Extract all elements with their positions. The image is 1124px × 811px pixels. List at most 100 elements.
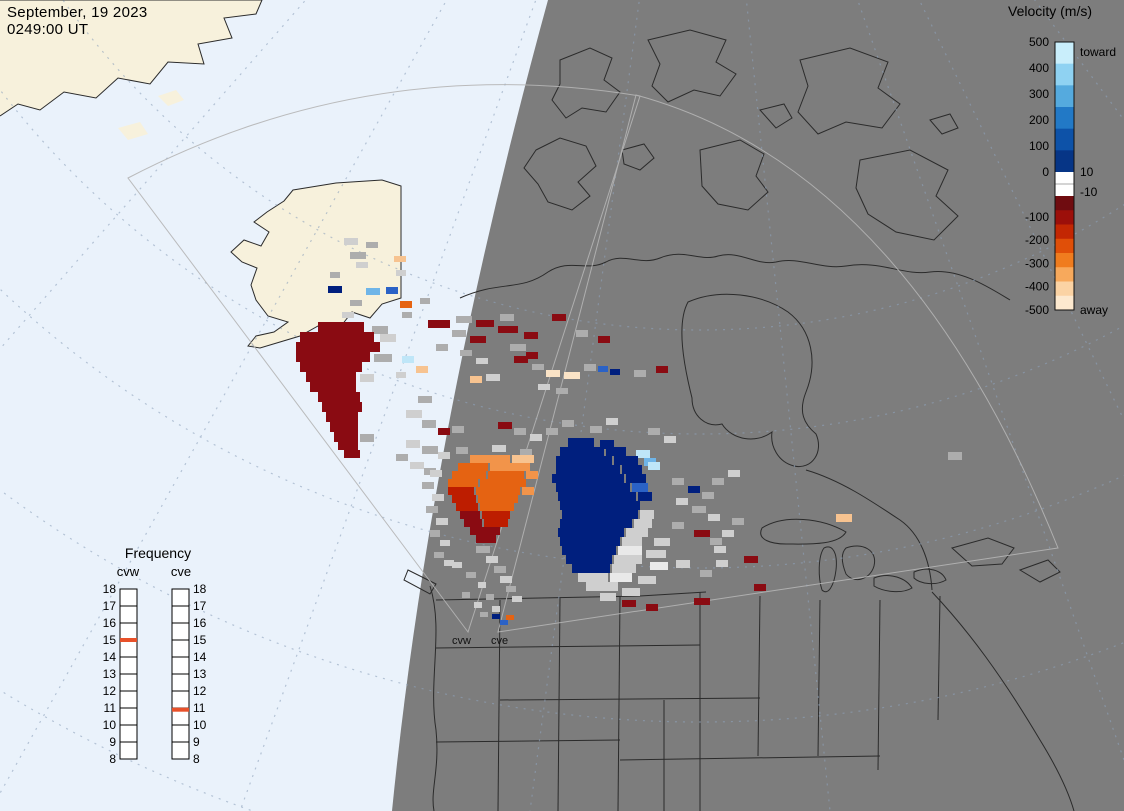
radar-cell: [530, 434, 542, 441]
radar-cell: [700, 570, 712, 577]
frequency-ladder-seg: [119, 673, 138, 692]
radar-cell: [498, 326, 518, 333]
frequency-tick-label: 9: [193, 735, 200, 749]
radar-cell: [648, 428, 660, 435]
radar-cell: [584, 364, 596, 371]
frequency-tick-label: 13: [193, 667, 207, 681]
quebec-coast: [805, 469, 933, 591]
radar-cell: [716, 560, 728, 567]
radar-cell: [654, 538, 670, 546]
radar-cell: [564, 372, 580, 379]
radar-cell: [636, 450, 650, 458]
velocity-toward-label: toward: [1080, 45, 1116, 59]
radar-cell: [754, 584, 766, 591]
radar-cell: [486, 594, 494, 600]
velocity-tick-label: -300: [1025, 256, 1049, 270]
state-border-v3: [617, 596, 621, 811]
state-border-v6: [757, 595, 761, 757]
radar-cell: [562, 510, 638, 519]
siberia-outline: [0, 0, 263, 117]
radar-cell: [476, 358, 488, 364]
frequency-ladders: 18 17 16 15 14 13 12 11 10 9 8 18 17 16 15 14 13 12 11 10 9 8: [103, 582, 207, 766]
radar-cell: [452, 495, 476, 503]
radar-cell: [546, 370, 560, 377]
radar-cell: [676, 498, 688, 505]
radar-cell: [486, 374, 500, 381]
velocity-bar-away-seg: [1055, 224, 1074, 240]
radar-cell: [552, 314, 566, 321]
velocity-ticks-left: 500 400 300 200 100 0 -100 -200 -300 -400 -500: [1025, 35, 1049, 317]
radar-cell: [598, 336, 610, 343]
mainland-arctic-coast: [459, 253, 1011, 301]
radar-cell: [634, 519, 652, 528]
radar-cell: [514, 428, 526, 435]
lake-michigan: [818, 546, 837, 593]
radar-cell: [406, 440, 420, 448]
radar-cell: [744, 556, 758, 563]
state-border-v8: [877, 599, 881, 771]
night-terminator-region: [392, 0, 1124, 811]
radar-cell: [494, 566, 506, 573]
radar-cell: [428, 320, 450, 328]
radar-cell: [480, 503, 514, 511]
radar-cell: [318, 322, 364, 332]
velocity-legend-title: Velocity (m/s): [1008, 3, 1092, 19]
radar-cell: [708, 514, 720, 521]
radar-cell: [486, 556, 498, 563]
radar-cell: [606, 418, 618, 425]
radar-cell: [622, 600, 636, 607]
radar-cell: [300, 362, 362, 372]
frequency-ladder-seg: [119, 707, 138, 726]
radar-cell: [322, 402, 362, 412]
meridian-8: [1033, 0, 1124, 121]
radar-cell: [626, 528, 648, 537]
radar-cell: [646, 550, 666, 558]
radar-cell: [366, 242, 378, 248]
radar-fov-fans: [127, 84, 1059, 634]
radar-cell: [546, 428, 558, 435]
arctic-island-melville: [647, 29, 737, 103]
velocity-tick-label: 300: [1029, 87, 1049, 101]
date-label: September, 19 2023: [7, 4, 148, 21]
cvw-fov-fan: [127, 84, 641, 634]
frequency-ladder-seg: [119, 741, 138, 760]
velocity-bar-away-seg: [1055, 267, 1074, 282]
frequency-marker-cvw: [120, 638, 137, 642]
baffin-island: [855, 149, 959, 241]
radar-cell: [522, 487, 534, 495]
radar-cell: [562, 420, 574, 427]
frequency-column-label-cve: cve: [171, 564, 191, 579]
radar-cell: [560, 537, 620, 546]
radar-cell: [456, 316, 472, 323]
radar-cell: [438, 428, 450, 435]
radar-cell: [526, 352, 538, 359]
frequency-ladder-seg: [119, 724, 138, 743]
frequency-ladder-seg: [171, 588, 190, 607]
frequency-ladder-seg: [119, 690, 138, 709]
state-border-h4: [619, 755, 881, 761]
velocity-tick-label: -200: [1025, 233, 1049, 247]
frequency-tick-label: 11: [193, 701, 206, 715]
radar-cell: [350, 252, 366, 259]
radar-cell: [470, 376, 482, 383]
radar-cell: [448, 479, 478, 487]
radar-cell: [618, 546, 642, 555]
radar-cell: [400, 301, 412, 308]
frequency-tick-label: 10: [103, 718, 117, 732]
frequency-tick-label: 18: [103, 582, 117, 596]
frequency-ladder-seg: [119, 656, 138, 675]
radar-cell: [656, 366, 668, 373]
radar-cell: [694, 598, 710, 605]
radar-cell: [552, 474, 624, 483]
radar-cell: [672, 478, 684, 485]
radar-cell: [556, 483, 630, 492]
vancouver-island: [403, 569, 437, 595]
radar-cell: [500, 314, 514, 321]
velocity-legend: Velocity (m/s) 500 400 300 200 100 0 -100 -200 -…: [1008, 3, 1116, 317]
velocity-bar-toward-seg: [1055, 85, 1074, 108]
state-border-h3: [435, 739, 621, 743]
radar-cell: [672, 522, 684, 529]
radar-cell: [452, 330, 466, 337]
radar-cell: [462, 592, 470, 598]
radar-cell: [456, 447, 468, 454]
